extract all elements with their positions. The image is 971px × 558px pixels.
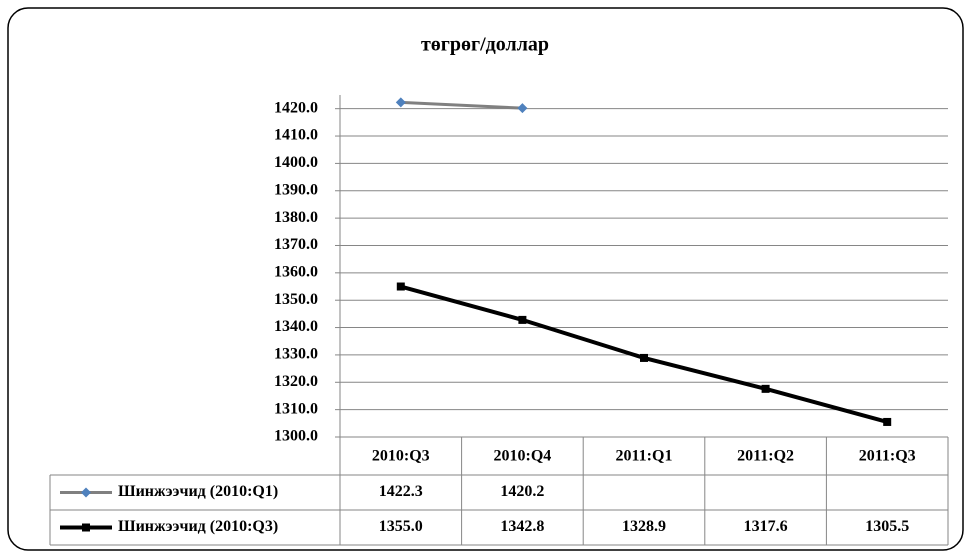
x-tick-label: 2011:Q2 (737, 448, 794, 465)
marker (81, 487, 91, 498)
legend-label: Шинжээчид (2010:Q1) (118, 483, 278, 500)
marker (82, 523, 90, 532)
value-label: 1420.2 (500, 483, 544, 500)
y-tick-label: 1390.0 (274, 181, 318, 198)
series-line (400, 100, 523, 110)
marker (396, 282, 405, 291)
y-tick-label: 1330.0 (274, 346, 318, 363)
value-label: 1328.9 (622, 518, 666, 535)
x-tick-label: 2011:Q1 (616, 448, 673, 465)
x-tick-label: 2011:Q3 (859, 448, 916, 465)
y-tick-label: 1310.0 (274, 400, 318, 417)
legend-label: Шинжээчид (2010:Q3) (118, 518, 278, 535)
y-tick-label: 1300.0 (274, 428, 318, 445)
y-tick-label: 1340.0 (274, 318, 318, 335)
x-tick-label: 2010:Q3 (372, 448, 430, 465)
y-tick-label: 1410.0 (274, 127, 318, 144)
value-label: 1342.8 (500, 518, 544, 535)
y-tick-label: 1380.0 (274, 209, 318, 226)
value-label: 1305.5 (865, 518, 909, 535)
value-label: 1422.3 (379, 483, 423, 500)
marker (640, 353, 648, 362)
frame (7, 7, 964, 551)
marker (883, 417, 892, 426)
marker (395, 97, 406, 108)
value-label: 1355.0 (379, 518, 423, 535)
marker (518, 315, 527, 324)
y-tick-label: 1360.0 (274, 264, 318, 281)
y-tick-label: 1400.0 (274, 154, 318, 171)
marker (761, 384, 770, 393)
y-tick-label: 1370.0 (274, 236, 318, 253)
chart-title: төгрөг/доллар (421, 34, 549, 56)
y-tick-label: 1350.0 (274, 291, 318, 308)
value-label: 1317.6 (744, 518, 788, 535)
x-tick-label: 2010:Q4 (494, 448, 552, 465)
y-tick-label: 1320.0 (274, 373, 318, 390)
marker (517, 103, 528, 114)
y-tick-label: 1420.0 (274, 99, 318, 116)
